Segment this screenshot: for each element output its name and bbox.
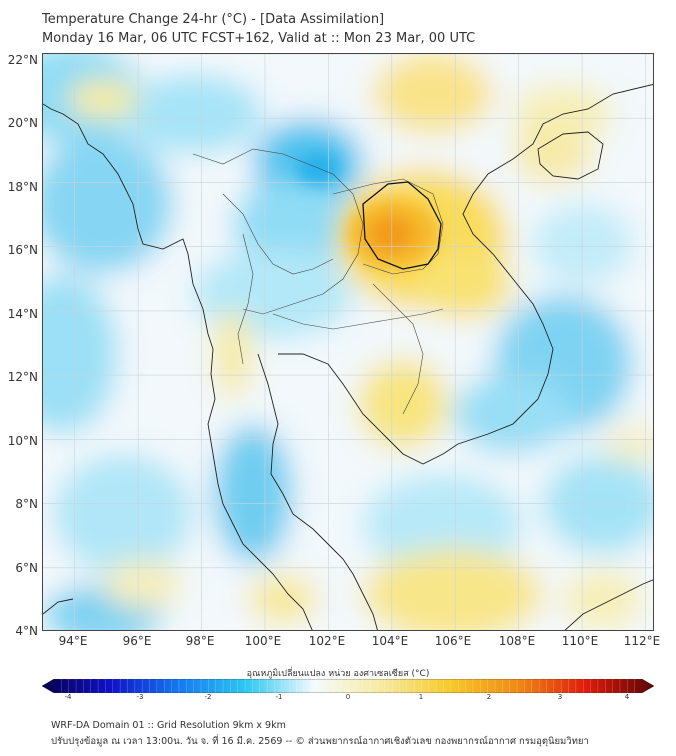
lat-label: 4°N [15, 624, 38, 638]
lat-label: 8°N [15, 497, 38, 511]
temperature-field [43, 54, 653, 630]
lon-label: 100°E [244, 634, 282, 648]
colorbar [42, 679, 654, 693]
colorbar-tick: 1 [418, 693, 424, 701]
country-border-laos [362, 181, 442, 270]
lon-label: 102°E [308, 634, 346, 648]
lon-label: 108°E [498, 634, 536, 648]
warm-core [296, 153, 438, 269]
lon-label: 110°E [561, 634, 599, 648]
lon-label: 98°E [185, 634, 215, 648]
map-panel [42, 53, 654, 631]
coastlines [43, 84, 653, 630]
lon-label: 96°E [122, 634, 152, 648]
colorbar-tick: 0 [345, 693, 351, 701]
chart-title: Temperature Change 24-hr (°C) - [Data As… [42, 12, 385, 27]
colorbar-tick: 3 [557, 693, 563, 701]
chart-subtitle: Monday 16 Mar, 06 UTC FCST+162, Valid at… [42, 31, 476, 46]
colorbar-tick: 4 [624, 693, 630, 701]
lat-label: 14°N [7, 307, 38, 321]
colorbar-title: อุณหภูมิเปลี่ยนแปลง หน่วย องศาเซลเซียส (… [246, 669, 430, 679]
lat-label: 12°N [7, 370, 38, 384]
colorbar-tick: -1 [275, 693, 283, 701]
colorbar-tick: -3 [136, 693, 144, 701]
temperature-change-map [43, 54, 653, 630]
lat-label: 16°N [7, 243, 38, 257]
lat-label: 6°N [15, 561, 38, 575]
colorbar-tick: -4 [64, 693, 72, 701]
lat-label: 10°N [7, 434, 38, 448]
lon-label: 104°E [371, 634, 409, 648]
admin-borders [192, 148, 444, 415]
lat-label: 22°N [7, 53, 38, 67]
lat-label: 18°N [7, 180, 38, 194]
colorbar-tick: 2 [486, 693, 492, 701]
graticule [43, 54, 653, 630]
lon-label: 106°E [434, 634, 472, 648]
lat-label: 20°N [7, 116, 38, 130]
footer-model-info: WRF-DA Domain 01 :: Grid Resolution 9km … [51, 720, 286, 731]
lon-label: 112°E [623, 634, 661, 648]
lon-label: 94°E [58, 634, 88, 648]
footer-credit: ปรับปรุงข้อมูล ณ เวลา 13:00น. วัน จ. ที่… [51, 736, 589, 747]
colorbar-tick: -2 [204, 693, 212, 701]
